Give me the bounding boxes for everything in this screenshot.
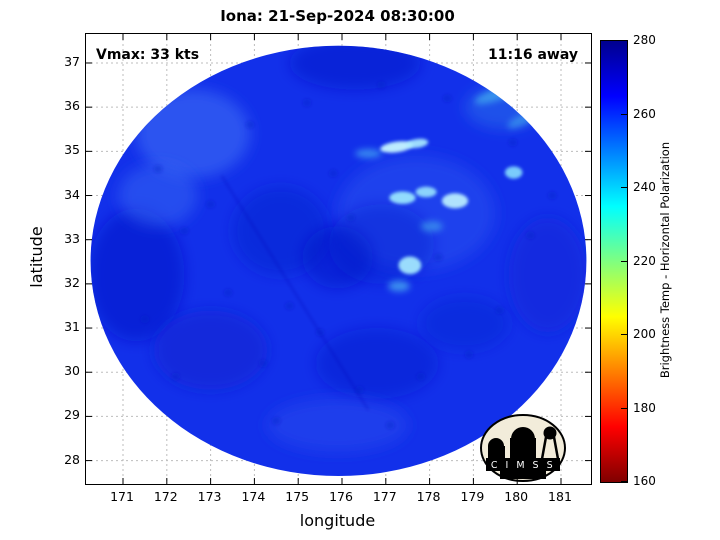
colorbar-tick-mark	[621, 113, 627, 115]
colorbar-tick-label: 260	[633, 106, 656, 121]
x-tick-label: 172	[153, 489, 178, 504]
colorbar-tick-mark	[621, 260, 627, 262]
colorbar-tick-label: 240	[633, 180, 656, 194]
y-tick-label: 35	[64, 142, 80, 158]
y-tick-label: 28	[64, 451, 80, 467]
small-dome-icon	[488, 438, 504, 454]
x-tick-label: 173	[197, 489, 222, 504]
colorbar	[600, 40, 628, 483]
colorbar-tick-label: 180	[633, 400, 656, 415]
y-tick-label: 37	[64, 53, 80, 69]
y-tick-label: 33	[64, 230, 80, 246]
brightness-temp-field	[90, 45, 587, 477]
y-tick-label: 29	[64, 407, 80, 423]
plot-area: C I M S S Vmax: 33 kts 11:16 away	[85, 33, 592, 485]
y-tick-label: 36	[64, 98, 80, 114]
logo-band	[486, 458, 560, 471]
x-axis-label: longitude	[299, 511, 376, 530]
eta-annotation: 11:16 away	[488, 47, 578, 63]
y-tick-label: 32	[64, 274, 80, 290]
colorbar-tick-label: 220	[633, 253, 656, 268]
logo-text: C I M S S	[491, 460, 555, 471]
y-tick-label: 31	[64, 319, 80, 335]
water-tower-legs-icon	[540, 436, 560, 460]
y-tick-label: 34	[64, 186, 80, 202]
colorbar-tick-label: 160	[633, 474, 656, 488]
x-tick-label: 171	[110, 489, 134, 504]
colorbar-label: Brightness Temp - Horizontal Polarizatio…	[658, 141, 672, 379]
axis-tick-marks	[86, 34, 591, 484]
colorbar-tick-mark	[621, 334, 627, 335]
y-axis-label: latitude	[27, 226, 46, 288]
water-tower-icon	[543, 426, 557, 440]
x-tick-label: 175	[285, 489, 310, 504]
y-tick-label: 30	[64, 363, 80, 379]
x-tick-label: 181	[548, 489, 572, 504]
colorbar-tick-mark	[621, 40, 627, 41]
x-tick-label: 178	[416, 489, 441, 504]
x-tick-label: 174	[241, 489, 266, 504]
observatory-dome-icon	[511, 427, 535, 451]
colorbar-tick-mark	[621, 187, 627, 188]
satellite-swath-image: C I M S S	[86, 34, 591, 484]
plot-title: Iona: 21-Sep-2024 08:30:00	[220, 7, 455, 25]
vmax-annotation: Vmax: 33 kts	[96, 47, 200, 63]
cimss-logo: C I M S S	[480, 414, 566, 482]
colorbar-tick-label: 280	[633, 33, 656, 47]
x-tick-label: 180	[504, 489, 529, 504]
colorbar-gradient	[601, 41, 627, 482]
logo-base	[500, 471, 546, 479]
colorbar-tick-label: 200	[633, 327, 656, 341]
x-tick-label: 179	[460, 489, 485, 504]
colorbar-tick-mark	[621, 481, 627, 482]
x-tick-label: 176	[329, 489, 353, 504]
colorbar-tick-mark	[621, 407, 627, 409]
x-tick-label: 177	[372, 489, 397, 504]
